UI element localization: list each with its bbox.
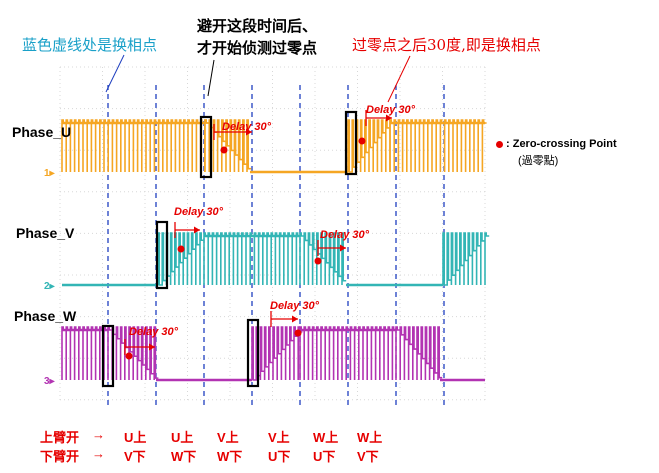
upper-u2: U上 xyxy=(171,430,194,445)
delay-label: Delay 30° xyxy=(129,326,179,338)
upper-v1: V上 xyxy=(217,430,239,445)
zero-crossing-dot xyxy=(358,137,366,145)
delay-arrow-head xyxy=(340,244,346,252)
delay-label: Delay 30° xyxy=(320,229,370,241)
avoid-note-leader xyxy=(207,59,215,97)
annotation-overlays: 1▸ 2▸ 3▸ Delay 30° Delay 30° Delay 30° Delay 3… xyxy=(44,54,416,388)
lower-u2: U下 xyxy=(313,449,336,464)
delay-label: Delay 30° xyxy=(222,121,272,133)
upper-w1: W上 xyxy=(313,430,339,445)
lower-v1: V下 xyxy=(124,449,146,464)
thirty-degree-note: 过零点之后30度,即是换相点 xyxy=(352,36,541,54)
pwm-segment xyxy=(442,232,490,286)
lower-arm-label: 下臂开 xyxy=(40,450,80,465)
blanking-window-box xyxy=(199,115,213,179)
lower-v2: V下 xyxy=(357,449,379,464)
blue-note-leader xyxy=(105,54,125,93)
zero-crossing-dot xyxy=(220,146,228,154)
phase-w-wave xyxy=(61,326,485,382)
avoid-note-line1: 避开这段时间后、 xyxy=(197,17,318,35)
lower-arrow: → xyxy=(92,446,105,461)
lower-w2: W下 xyxy=(217,449,243,464)
lower-u1: U下 xyxy=(268,449,291,464)
delay-arrow-head xyxy=(149,343,155,351)
upper-v2: V上 xyxy=(268,430,290,445)
delay-label: Delay 30° xyxy=(174,206,224,218)
thirty-note-leader xyxy=(387,55,411,103)
pwm-segment xyxy=(299,232,347,285)
zero-crossing-dot xyxy=(125,352,133,360)
phase-u-wave xyxy=(61,119,487,174)
upper-arm-label: 上臂开 xyxy=(40,431,80,446)
channel-marker: 1▸ xyxy=(44,168,56,179)
upper-u1: U上 xyxy=(124,430,147,445)
legend-subtext: (過零點) xyxy=(518,155,559,167)
pwm-segment xyxy=(251,326,303,381)
delay-arrow-head xyxy=(386,114,392,122)
delay-arrow-head xyxy=(292,315,298,323)
pwm-segment xyxy=(395,326,443,380)
delay-label: Delay 30° xyxy=(270,300,320,312)
channel-marker: 3▸ xyxy=(44,376,56,387)
avoid-note-line2: 才开始侦测过零点 xyxy=(197,39,318,57)
blanking-window-box xyxy=(101,324,115,388)
delay-arrow-head xyxy=(246,128,252,136)
upper-w2: W上 xyxy=(357,430,383,445)
blanking-window-box xyxy=(155,220,169,290)
lower-w1: W下 xyxy=(171,449,197,464)
zero-crossing-dot xyxy=(294,329,302,337)
zero-crossing-dot-icon xyxy=(496,140,503,148)
phase-u-label: Phase_U xyxy=(12,124,72,140)
delay-label: Delay 30° xyxy=(366,104,416,116)
blue-dashed-note: 蓝色虚线处是换相点 xyxy=(22,36,158,54)
pwm-segment xyxy=(107,326,159,380)
zero-crossing-legend: : Zero-crossing Point (過零點) xyxy=(496,138,617,168)
blanking-window-box xyxy=(246,318,260,388)
zero-crossing-dot xyxy=(177,245,185,253)
blanking-window-box xyxy=(344,110,358,176)
phase-w-label: Phase_W xyxy=(14,308,77,324)
phase-v-label: Phase_V xyxy=(16,225,75,241)
delay-arrow-head xyxy=(194,226,200,234)
upper-arrow: → xyxy=(92,427,105,442)
legend-text: : Zero-crossing Point xyxy=(506,138,617,150)
zero-crossing-dot xyxy=(314,257,322,265)
channel-marker: 2▸ xyxy=(44,281,56,292)
